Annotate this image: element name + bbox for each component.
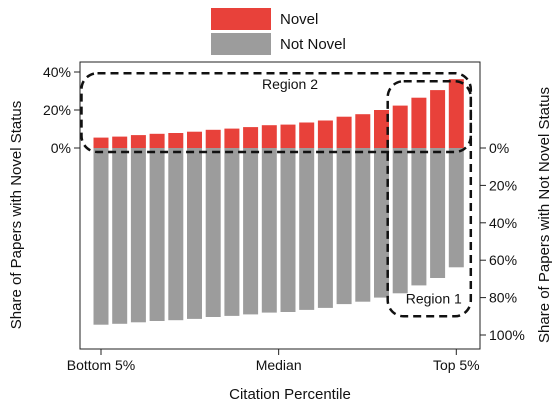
bar-novel-3 <box>130 135 146 148</box>
bar-novel-20 <box>448 79 464 148</box>
bar-not-novel-1 <box>93 148 109 325</box>
bar-novel-10 <box>261 125 277 148</box>
bar-novel-19 <box>430 90 446 148</box>
y-right-tick-label-4: 80% <box>489 290 517 306</box>
plot-frame <box>79 61 481 350</box>
bar-novel-16 <box>374 110 389 148</box>
bar-novel-7 <box>205 129 221 148</box>
bar-novel-8 <box>224 128 240 148</box>
y-right-tick-label-1: 20% <box>489 177 517 193</box>
bar-not-novel-3 <box>130 148 146 323</box>
bar-novel-11 <box>280 124 296 148</box>
bar-not-novel-2 <box>112 148 128 324</box>
bar-not-novel-15 <box>355 148 371 302</box>
bar-novel-13 <box>317 120 333 148</box>
bar-not-novel-17 <box>392 148 408 294</box>
bar-novel-4 <box>149 133 165 149</box>
bar-not-novel-6 <box>187 148 202 319</box>
bar-novel-2 <box>112 136 128 148</box>
bar-novel-9 <box>243 127 259 148</box>
bar-novel-17 <box>392 105 408 148</box>
bar-not-novel-12 <box>299 148 315 310</box>
bar-novel-1 <box>93 137 109 148</box>
bar-not-novel-14 <box>336 148 352 305</box>
legend: Novel Not Novel <box>211 8 346 55</box>
y-right-tick-label-3: 60% <box>489 252 517 268</box>
bar-not-novel-19 <box>430 148 446 278</box>
y-right-tick-label-5: 100% <box>489 327 525 343</box>
bar-not-novel-18 <box>411 148 427 286</box>
bar-not-novel-10 <box>261 148 277 313</box>
x-tick-label-0: Bottom 5% <box>67 357 135 373</box>
y-right-tick-label-0: 0% <box>489 140 509 156</box>
region-label-region-1: Region 1 <box>406 290 462 306</box>
y-axis-title-right: Share of Papers with Not Novel Status <box>536 87 553 343</box>
bar-not-novel-16 <box>374 148 389 298</box>
ticks-group: 40% 20% 0% 0% 20% 40% 60% 80% 100% Bottom 5% Media… <box>43 64 525 373</box>
bar-novel-6 <box>187 131 202 148</box>
legend-swatch-novel <box>211 8 271 30</box>
bar-novel-14 <box>336 116 352 148</box>
x-tick-label-1: Median <box>256 357 302 373</box>
x-tick-label-2: Top 5% <box>433 357 480 373</box>
bar-novel-15 <box>355 114 371 148</box>
bar-not-novel-13 <box>317 148 333 308</box>
y-axis-title-left: Share of Papers with Novel Status <box>8 101 25 329</box>
bar-not-novel-11 <box>280 148 296 312</box>
y-right-tick-label-2: 40% <box>489 215 517 231</box>
y-left-tick-label-1: 20% <box>43 102 71 118</box>
y-left-tick-label-0: 40% <box>43 64 71 80</box>
y-left-tick-label-2: 0% <box>51 140 71 156</box>
bar-not-novel-4 <box>149 148 165 321</box>
x-axis-title: Citation Percentile <box>229 386 351 403</box>
bar-not-novel-5 <box>168 148 184 321</box>
bar-not-novel-8 <box>224 148 240 316</box>
bar-not-novel-9 <box>243 148 259 315</box>
legend-label-not-novel: Not Novel <box>280 36 346 53</box>
bars-group <box>93 79 464 325</box>
bar-not-novel-20 <box>448 148 464 268</box>
region-box-region-1 <box>386 79 473 318</box>
bar-not-novel-7 <box>205 148 221 317</box>
bar-novel-18 <box>411 97 427 148</box>
bar-novel-12 <box>299 122 315 148</box>
legend-label-novel: Novel <box>280 11 318 28</box>
region-label-region-2: Region 2 <box>262 76 318 92</box>
legend-swatch-not-novel <box>211 33 271 55</box>
bar-novel-5 <box>168 133 184 148</box>
regions-group: Region 2 Region 1 <box>80 71 473 318</box>
